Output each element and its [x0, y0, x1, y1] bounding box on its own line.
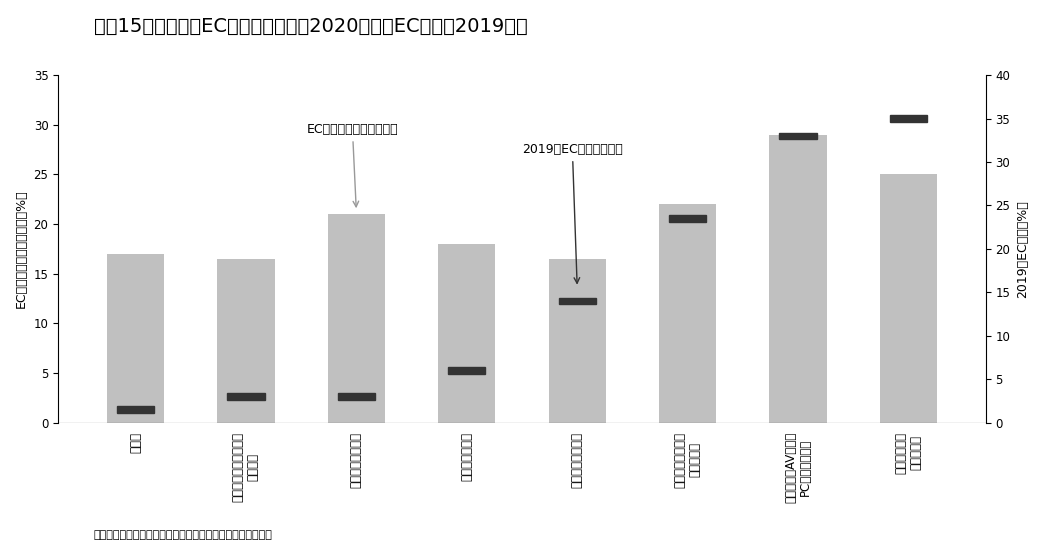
Bar — [117, 407, 155, 413]
Text: 出所：経済産業省のデータをもとにニッセイ基礎研究所作成: 出所：経済産業省のデータをもとにニッセイ基礎研究所作成 — [94, 530, 272, 540]
Bar — [328, 214, 385, 423]
Y-axis label: EC取引額変化率（前年比、%）: EC取引額変化率（前年比、%） — [15, 190, 28, 308]
Bar — [548, 259, 606, 423]
Y-axis label: 2019年EC化率（%）: 2019年EC化率（%） — [1016, 200, 1029, 298]
Text: 2019年EC化率（右軸）: 2019年EC化率（右軸） — [522, 143, 623, 283]
Bar — [559, 298, 596, 304]
Bar — [106, 254, 164, 423]
Bar — [659, 204, 716, 423]
Bar — [228, 393, 264, 400]
Bar — [669, 215, 707, 222]
Bar — [448, 368, 485, 374]
Bar — [337, 393, 375, 400]
Text: EC取引額変化率（左軸）: EC取引額変化率（左軸） — [307, 123, 398, 207]
Text: 図表15：品目別のEC取引額変化率（2020年）とEC化率（2019年）: 図表15：品目別のEC取引額変化率（2020年）とEC化率（2019年） — [94, 17, 527, 35]
Bar — [889, 115, 927, 122]
Bar — [880, 175, 938, 423]
Bar — [769, 134, 827, 423]
Bar — [438, 244, 496, 423]
Bar — [217, 259, 275, 423]
Bar — [780, 133, 816, 139]
